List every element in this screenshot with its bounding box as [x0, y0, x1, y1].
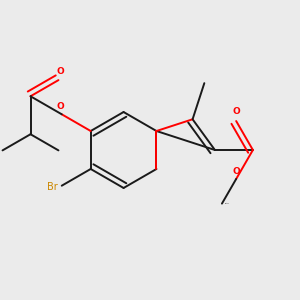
Text: Br: Br — [47, 182, 58, 192]
Text: O: O — [56, 67, 64, 76]
Text: methyl: methyl — [225, 202, 230, 204]
Text: O: O — [232, 107, 240, 116]
Text: O: O — [56, 102, 64, 111]
Text: O: O — [232, 167, 240, 176]
